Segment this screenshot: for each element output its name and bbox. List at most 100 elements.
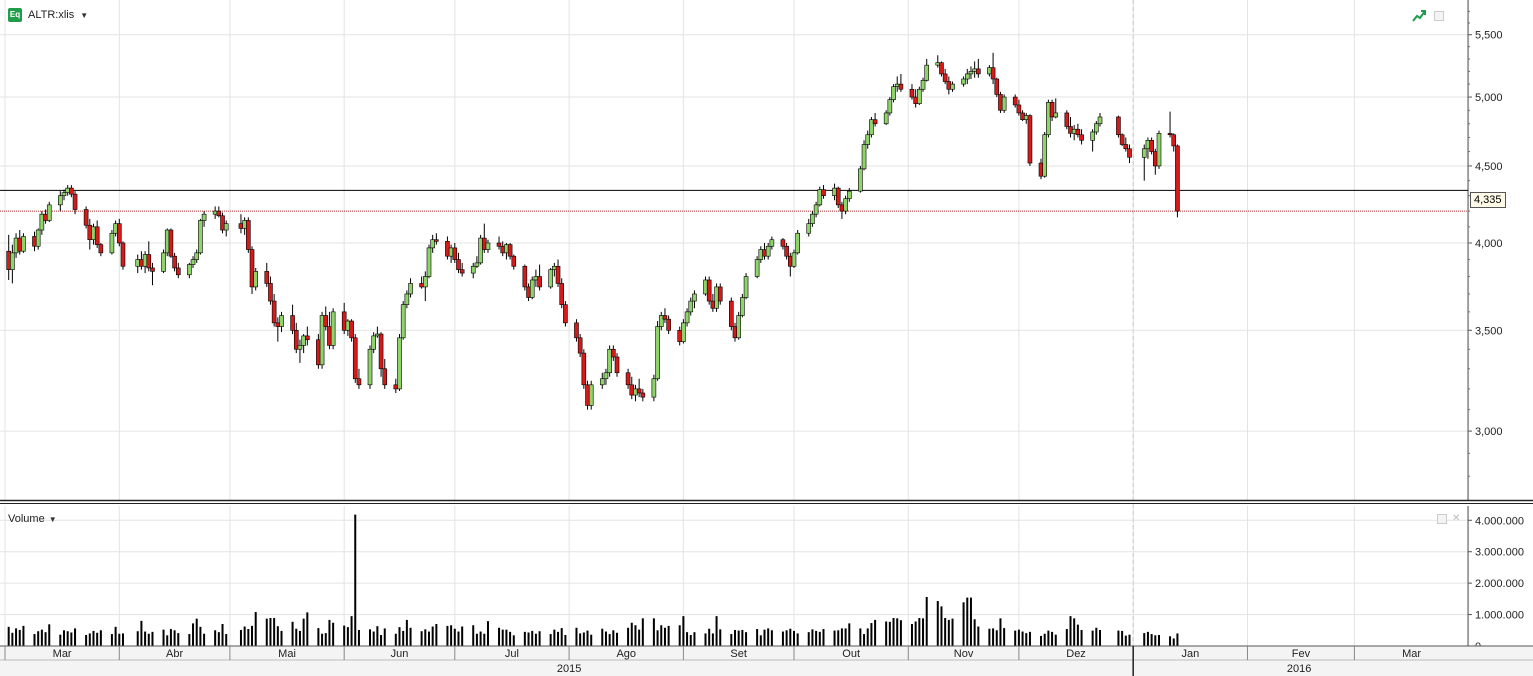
- candle-up: [588, 384, 594, 406]
- candle-down: [83, 209, 89, 226]
- candle-down: [662, 315, 668, 320]
- symbol-selector[interactable]: Eq ALTR:xlis ▼: [8, 8, 88, 22]
- candle-series: [6, 52, 1180, 410]
- candle-down: [636, 388, 642, 394]
- candle-down: [116, 223, 122, 244]
- volume-bar: [866, 628, 869, 646]
- volume-maximize-icon[interactable]: [1437, 514, 1447, 524]
- volume-dropdown-arrow[interactable]: ▼: [48, 514, 57, 524]
- month-label: Jul: [505, 648, 519, 660]
- volume-bar: [62, 630, 65, 646]
- candle-up: [658, 315, 664, 327]
- symbol-dropdown-arrow[interactable]: ▼: [80, 10, 89, 20]
- volume-bar: [324, 633, 327, 646]
- volume-bar: [221, 624, 224, 646]
- month-label: Jun: [391, 648, 409, 660]
- candle-down: [264, 271, 270, 284]
- volume-bar: [833, 630, 836, 646]
- candle-up: [1156, 133, 1162, 167]
- volume-bar: [549, 634, 552, 646]
- candle-up: [1042, 134, 1047, 177]
- candle-up: [861, 144, 867, 170]
- volume-bar: [910, 624, 913, 646]
- volume-bar: [472, 625, 475, 646]
- volume-bar: [863, 634, 866, 646]
- candle-down: [94, 226, 100, 245]
- volume-tick-label: 3.000.000: [1475, 547, 1524, 559]
- candle-down: [1012, 96, 1018, 106]
- volume-bar: [918, 618, 921, 646]
- volume-close-icon[interactable]: ✕: [1452, 513, 1461, 524]
- volume-bar: [693, 632, 696, 646]
- candle-up: [279, 315, 284, 327]
- volume-bar: [575, 627, 578, 646]
- volume-bar: [1157, 635, 1160, 646]
- candle-up: [426, 247, 432, 277]
- candle-down: [780, 239, 786, 247]
- candle-up: [791, 252, 797, 267]
- volume-bar: [302, 618, 305, 646]
- volume-bar: [192, 623, 195, 646]
- volume-bar: [48, 624, 51, 646]
- year-label: 2015: [557, 663, 581, 675]
- volume-bar: [582, 632, 585, 646]
- volume-bar: [999, 618, 1002, 646]
- volume-bar: [144, 631, 147, 646]
- candle-up: [603, 372, 609, 380]
- volume-bar: [70, 632, 73, 646]
- volume-bar: [402, 630, 405, 646]
- volume-bar: [781, 631, 784, 646]
- maximize-icon[interactable]: [1434, 11, 1444, 21]
- candle-down: [168, 229, 174, 257]
- candle-up: [1141, 148, 1147, 158]
- volume-bar: [616, 632, 619, 646]
- volume-bar: [1073, 618, 1076, 646]
- volume-bar: [173, 630, 176, 646]
- volume-bar: [951, 618, 954, 646]
- volume-bar: [737, 630, 740, 646]
- trend-icon[interactable]: [1412, 10, 1426, 22]
- candle-up: [198, 220, 203, 254]
- volume-bar: [37, 631, 40, 646]
- volume-bar: [383, 628, 386, 646]
- candle-down: [706, 279, 712, 302]
- candle-down: [537, 276, 542, 288]
- candle-down: [614, 356, 620, 374]
- volume-bar: [807, 632, 810, 646]
- volume-bar: [450, 625, 453, 646]
- volume-label[interactable]: Volume: [8, 513, 45, 525]
- month-label: Mar: [1402, 648, 1421, 660]
- volume-bar: [276, 626, 279, 646]
- volume-bar: [815, 630, 818, 646]
- candle-up: [651, 378, 657, 398]
- volume-bar: [22, 625, 25, 646]
- volume-bar: [962, 602, 965, 646]
- candle-down: [352, 337, 358, 380]
- candle-up: [736, 315, 741, 339]
- candle-down: [271, 300, 277, 324]
- volume-bar: [269, 618, 272, 646]
- volume-bar: [936, 601, 939, 646]
- volume-bar: [604, 631, 607, 646]
- candle-down: [434, 239, 439, 242]
- candle-up: [253, 271, 259, 288]
- candle-down: [120, 242, 126, 267]
- symbol-label[interactable]: ALTR:xlis: [28, 9, 75, 21]
- volume-bar: [564, 635, 567, 646]
- volume-bar: [638, 629, 641, 646]
- volume-bar: [601, 628, 604, 646]
- volume-bar: [483, 633, 486, 646]
- candle-up: [843, 198, 848, 212]
- volume-bar: [479, 631, 482, 646]
- candle-down: [522, 265, 528, 288]
- candle-up: [858, 168, 863, 192]
- volume-bar: [254, 612, 257, 646]
- candle-up: [865, 134, 871, 145]
- candle-up: [917, 88, 922, 104]
- volume-bar: [332, 622, 335, 646]
- candle-up: [190, 259, 196, 265]
- month-label: Nov: [954, 648, 974, 660]
- volume-selector[interactable]: Volume ▼: [8, 513, 57, 525]
- volume-bar: [822, 629, 825, 646]
- volume-bar: [140, 620, 143, 646]
